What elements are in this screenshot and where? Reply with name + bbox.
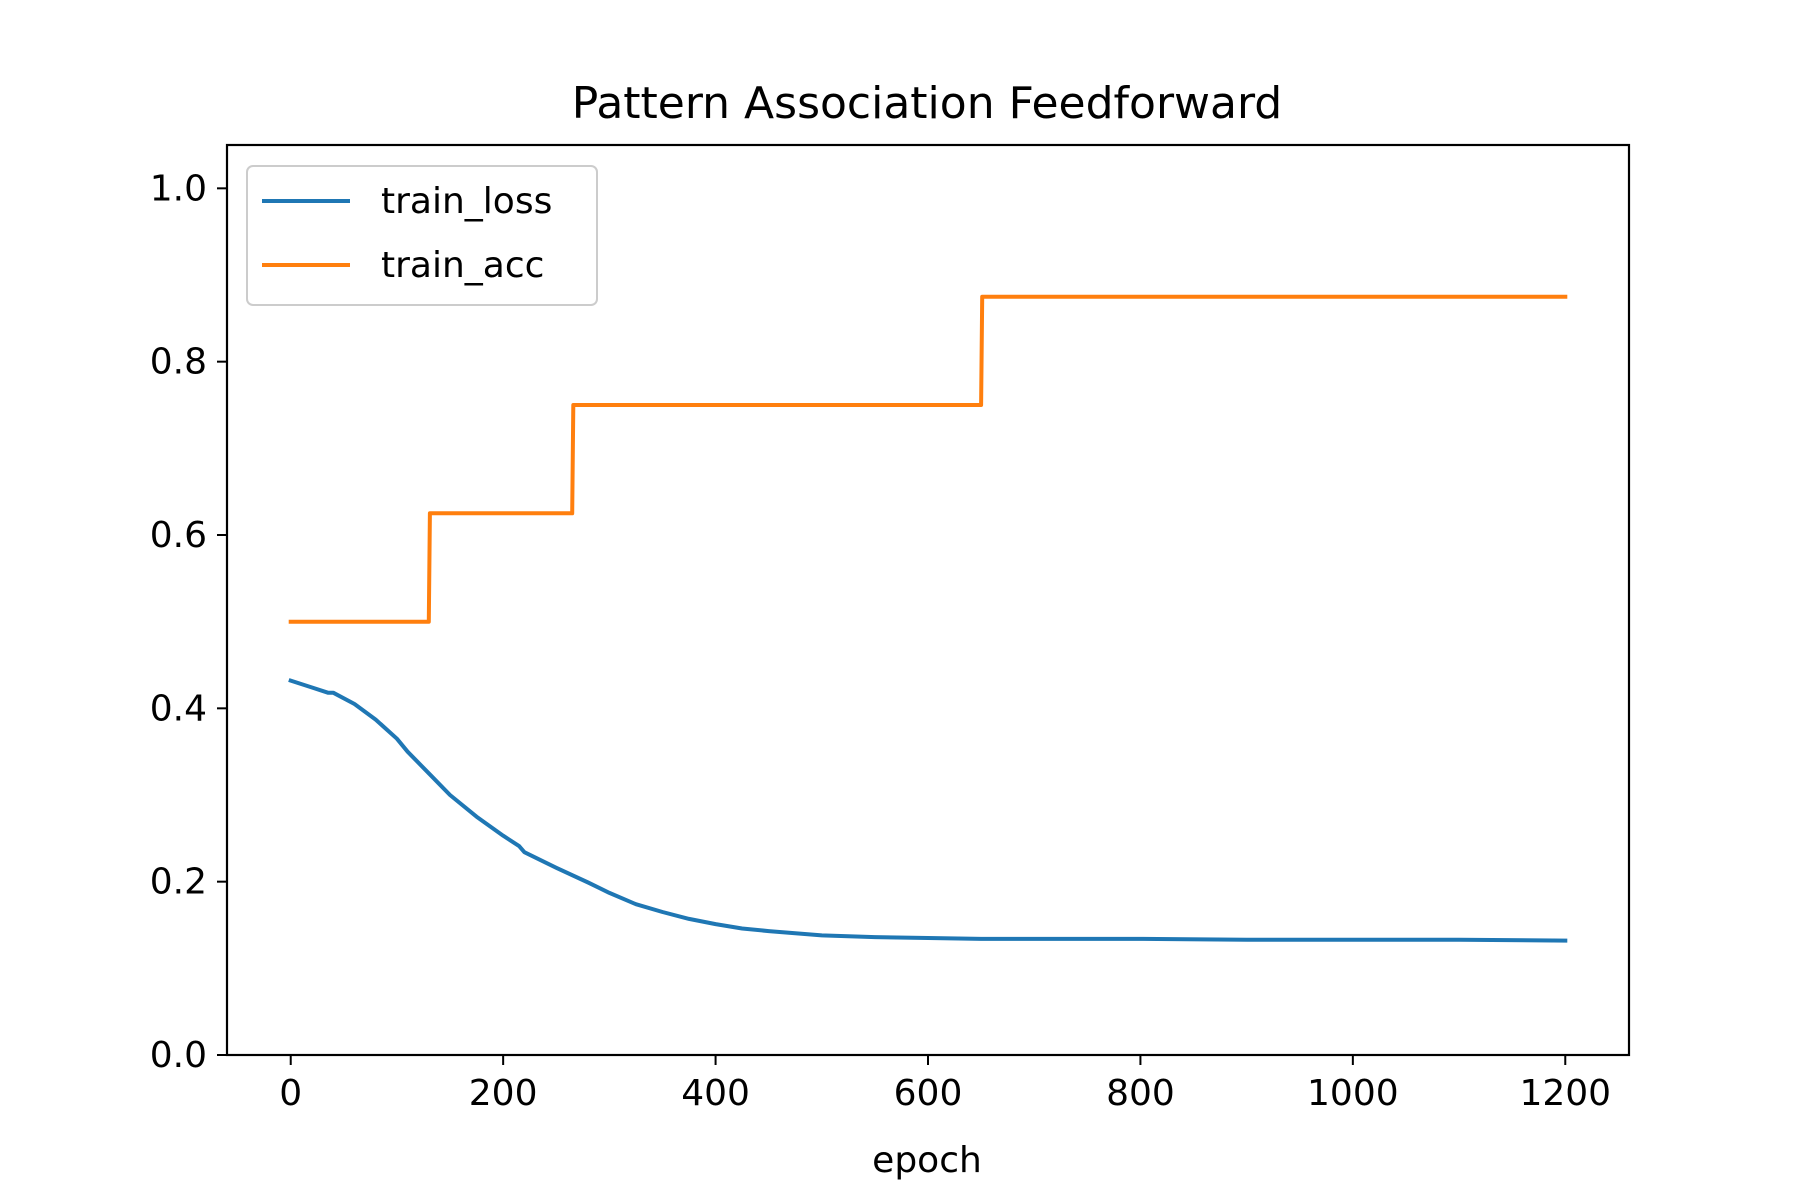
x-tick-label: 400 bbox=[681, 1073, 750, 1114]
y-tick-label: 0.8 bbox=[150, 342, 207, 383]
series-line-train-loss bbox=[288, 678, 1568, 943]
x-tick-label: 600 bbox=[894, 1073, 963, 1114]
x-tick-label: 1000 bbox=[1307, 1073, 1399, 1114]
x-axis: 0 200 400 600 800 1000 1200 bbox=[279, 1055, 1611, 1114]
legend-label-train-acc: train_acc bbox=[381, 245, 544, 286]
y-tick-label: 1.0 bbox=[150, 168, 207, 209]
y-tick-label: 0.2 bbox=[150, 862, 207, 903]
y-tick-label: 0.0 bbox=[150, 1035, 207, 1076]
x-tick-label: 800 bbox=[1106, 1073, 1175, 1114]
x-tick-label: 0 bbox=[279, 1073, 302, 1114]
x-axis-label: epoch bbox=[872, 1140, 982, 1181]
plot-area bbox=[288, 294, 1568, 943]
x-tick-label: 1200 bbox=[1519, 1073, 1611, 1114]
chart-title: Pattern Association Feedforward bbox=[572, 78, 1282, 129]
y-tick-label: 0.4 bbox=[150, 688, 207, 729]
y-tick-label: 0.6 bbox=[150, 515, 207, 556]
legend-label-train-loss: train_loss bbox=[381, 181, 552, 222]
legend: train_loss train_acc bbox=[246, 165, 598, 306]
x-tick-label: 200 bbox=[469, 1073, 538, 1114]
y-axis: 0.0 0.2 0.4 0.6 0.8 1.0 bbox=[150, 168, 227, 1076]
series-line-train-acc bbox=[288, 294, 1568, 624]
